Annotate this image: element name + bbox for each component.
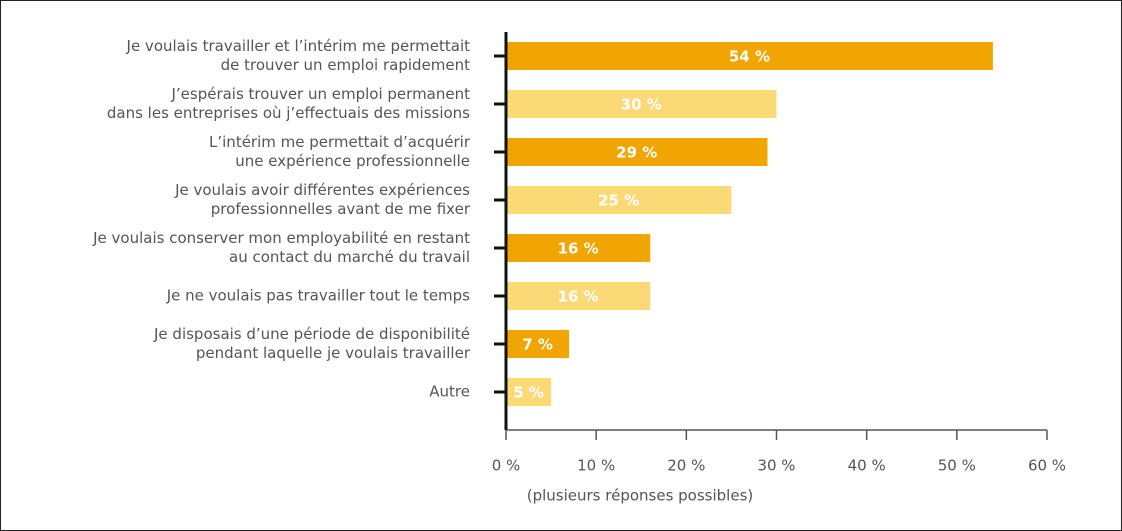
y-tick-label: Je ne voulais pas travailler tout le tem… xyxy=(166,287,470,305)
x-tick-label: 40 % xyxy=(848,457,886,475)
y-tick-label: au contact du marché du travail xyxy=(229,248,470,266)
x-axis-label: (plusieurs réponses possibles) xyxy=(527,487,754,505)
x-tick-label: 20 % xyxy=(667,457,705,475)
y-tick-label: de trouver un emploi rapidement xyxy=(221,56,471,74)
y-tick-label: dans les entreprises où j’effectuais des… xyxy=(107,104,470,122)
y-tick-label: Je disposais d’une période de disponibil… xyxy=(153,325,470,343)
y-tick-label: Je voulais conserver mon employabilité e… xyxy=(92,229,470,247)
bar xyxy=(506,138,768,166)
bar xyxy=(506,282,651,310)
value-label: 30 % xyxy=(621,96,662,114)
x-tick-label: 0 % xyxy=(492,457,521,475)
bar xyxy=(506,330,570,358)
value-label: 7 % xyxy=(522,336,553,354)
y-tick-label: professionnelles avant de me fixer xyxy=(211,200,471,218)
value-label: 16 % xyxy=(558,240,599,258)
y-tick-label: Autre xyxy=(429,383,470,401)
x-tick-label: 10 % xyxy=(577,457,615,475)
bar xyxy=(506,90,777,118)
y-tick-label: Je voulais avoir différentes expériences xyxy=(174,181,470,199)
y-tick-label: pendant laquelle je voulais travailler xyxy=(196,344,471,362)
value-label: 5 % xyxy=(513,384,544,402)
value-label: 29 % xyxy=(616,144,657,162)
y-tick-label: une expérience professionnelle xyxy=(235,152,470,170)
value-label: 54 % xyxy=(729,48,770,66)
x-tick-label: 50 % xyxy=(938,457,976,475)
value-label: 16 % xyxy=(558,288,599,306)
y-tick-label: L’intérim me permettait d’acquérir xyxy=(209,133,471,151)
x-tick-label: 60 % xyxy=(1028,457,1066,475)
bar xyxy=(506,42,993,70)
y-tick-label: Je voulais travailler et l’intérim me pe… xyxy=(126,37,471,55)
bar xyxy=(506,378,552,406)
bar xyxy=(506,186,732,214)
value-label: 25 % xyxy=(598,192,639,210)
x-tick-label: 30 % xyxy=(757,457,795,475)
y-tick-label: J’espérais trouver un emploi permanent xyxy=(170,85,470,103)
bar xyxy=(506,234,651,262)
